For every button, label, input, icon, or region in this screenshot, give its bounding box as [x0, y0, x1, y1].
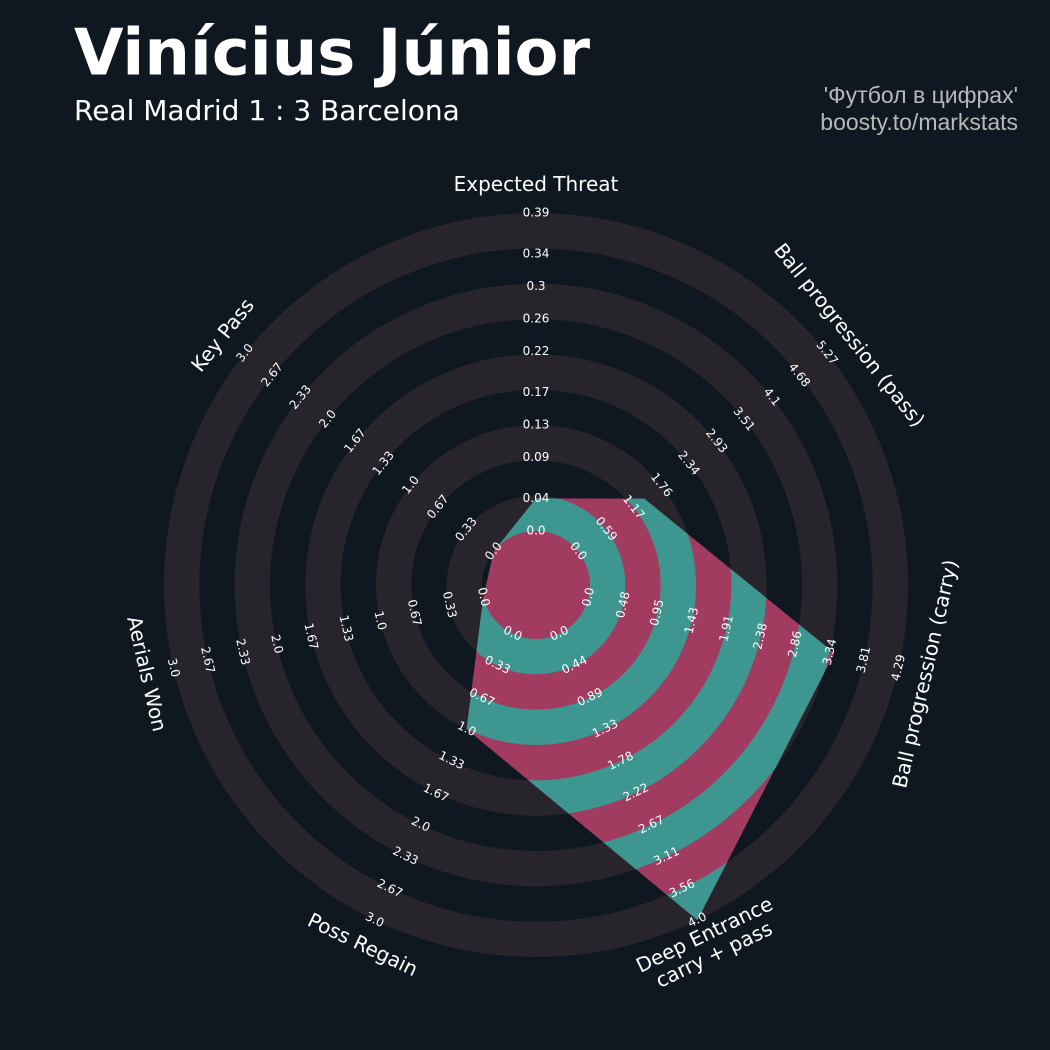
tick-label: 0.3 — [526, 279, 545, 293]
tick-label: 0.95 — [647, 598, 667, 627]
tick-label: 2.67 — [198, 645, 218, 674]
tick-label: 0.39 — [523, 206, 550, 220]
tick-label: 0.04 — [523, 491, 550, 505]
tick-label: 3.81 — [854, 645, 874, 674]
chart-title: Vinícius Júnior — [74, 17, 591, 91]
radar-band — [466, 498, 626, 675]
tick-label: 1.91 — [716, 614, 736, 643]
tick-label: 0.34 — [523, 246, 550, 260]
credit: boosty.to/markstats — [820, 109, 1018, 135]
tick-label: 0.48 — [613, 590, 633, 619]
tick-label: 2.38 — [750, 622, 770, 651]
tick-label: 0.26 — [523, 312, 550, 326]
tick-label: 0.0 — [475, 586, 493, 608]
tick-label: 0.13 — [523, 418, 550, 432]
tick-label: 1.33 — [337, 614, 357, 643]
credit: 'Футбол в цифрах' — [824, 82, 1018, 108]
chart-subtitle: Real Madrid 1 : 3 Barcelona — [74, 94, 460, 127]
tick-label: 0.22 — [523, 344, 550, 358]
tick-label: 0.09 — [523, 450, 550, 464]
tick-label: 0.17 — [523, 385, 550, 399]
tick-label: 2.0 — [268, 633, 286, 655]
ring — [164, 213, 908, 957]
radar-band — [466, 498, 696, 745]
tick-label: 2.33 — [233, 637, 253, 666]
tick-label: 3.0 — [165, 657, 183, 679]
tick-label: 0.0 — [579, 586, 597, 608]
tick-label: 4.29 — [888, 653, 908, 682]
tick-label: 2.86 — [785, 629, 805, 658]
tick-label: 1.0 — [372, 610, 390, 632]
radar-band — [466, 498, 835, 921]
axis-label-line: Expected Threat — [454, 172, 619, 196]
tick-label: 0.0 — [526, 524, 545, 538]
tick-label: 3.34 — [820, 637, 840, 666]
tick-label: 1.43 — [682, 606, 702, 635]
tick-label: 1.67 — [301, 622, 321, 651]
axis-label: Expected Threat — [454, 172, 619, 196]
ring — [234, 283, 838, 887]
tick-label: 0.33 — [440, 590, 460, 619]
tick-label: 0.67 — [405, 598, 425, 627]
